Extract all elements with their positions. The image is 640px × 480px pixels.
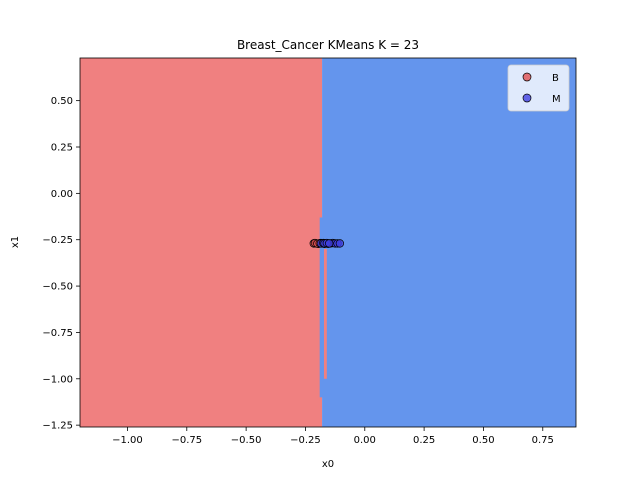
- legend: BM: [507, 64, 570, 112]
- y-axis-label: x1: [10, 236, 21, 248]
- x-tick-label: 0.75: [532, 435, 554, 446]
- y-tick-label: −0.75: [42, 328, 73, 339]
- x-tick-label: 0.50: [472, 435, 494, 446]
- y-tick-label: −0.50: [42, 282, 73, 293]
- y-tick-label: −1.25: [42, 421, 73, 432]
- region-B: [80, 58, 323, 427]
- y-tick-label: 0.00: [51, 189, 73, 200]
- region-M-sliver: [319, 217, 324, 398]
- x-tick-label: 0.00: [354, 435, 376, 446]
- chart-title: Breast_Cancer KMeans K = 23: [237, 38, 419, 52]
- x-tick-label: −0.75: [171, 435, 202, 446]
- y-tick-label: −0.25: [42, 235, 73, 246]
- y-axis: 0.50 0.25 0.00 −0.25 −0.50 −0.75 −1.00 −1.25: [42, 96, 80, 432]
- x-tick-label: −0.50: [231, 435, 262, 446]
- legend-label-B: B: [552, 73, 559, 84]
- legend-marker-B: [522, 72, 532, 82]
- point-M: [325, 239, 334, 248]
- legend-marker-M: [522, 93, 532, 103]
- x-axis: −1.00 −0.75 −0.50 −0.25 0.00 0.25 0.50 0.75: [112, 427, 554, 446]
- decision-regions: [80, 58, 576, 427]
- x-tick-label: −0.25: [290, 435, 321, 446]
- x-tick-label: −1.00: [112, 435, 143, 446]
- x-tick-label: 0.25: [413, 435, 435, 446]
- region-B-sliver: [323, 248, 327, 379]
- y-tick-label: −1.00: [42, 374, 73, 385]
- point-M: [335, 239, 345, 248]
- plot-frame: [79, 57, 577, 428]
- region-M: [322, 58, 576, 427]
- scatter-points: [309, 238, 345, 248]
- legend-label-M: M: [552, 94, 561, 105]
- x-axis-label: x0: [322, 459, 334, 470]
- y-tick-label: 0.25: [51, 143, 73, 154]
- y-tick-label: 0.50: [51, 96, 73, 107]
